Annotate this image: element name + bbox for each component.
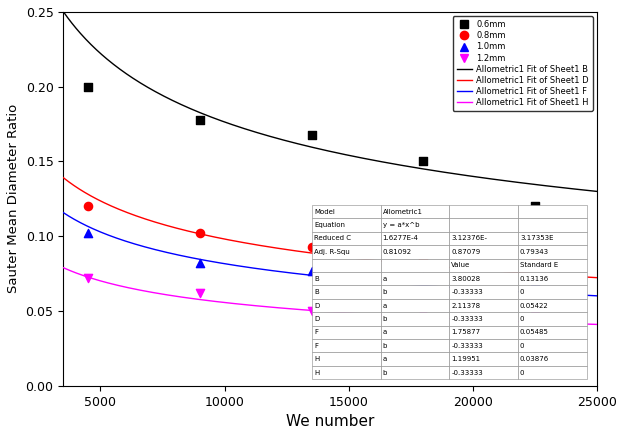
Point bbox=[418, 273, 428, 280]
Point bbox=[530, 203, 540, 210]
Point bbox=[306, 307, 316, 314]
Point bbox=[530, 255, 540, 262]
Point bbox=[418, 310, 428, 317]
Point bbox=[195, 230, 205, 237]
Legend: 0.6mm, 0.8mm, 1.0mm, 1.2mm, Allometric1 Fit of Sheet1 B, Allometric1 Fit of Shee: 0.6mm, 0.8mm, 1.0mm, 1.2mm, Allometric1 … bbox=[453, 16, 593, 111]
Point bbox=[83, 203, 93, 210]
Point bbox=[195, 290, 205, 296]
X-axis label: We number: We number bbox=[286, 414, 374, 429]
Point bbox=[306, 267, 316, 274]
Point bbox=[83, 230, 93, 237]
Point bbox=[306, 243, 316, 250]
Y-axis label: Sauter Mean Diameter Ratio: Sauter Mean Diameter Ratio bbox=[7, 104, 20, 293]
Point bbox=[83, 275, 93, 282]
Point bbox=[418, 158, 428, 165]
Point bbox=[530, 312, 540, 319]
Point bbox=[306, 131, 316, 138]
Point bbox=[530, 278, 540, 285]
Point bbox=[195, 260, 205, 267]
Point bbox=[195, 116, 205, 123]
Point bbox=[418, 255, 428, 262]
Point bbox=[83, 83, 93, 90]
